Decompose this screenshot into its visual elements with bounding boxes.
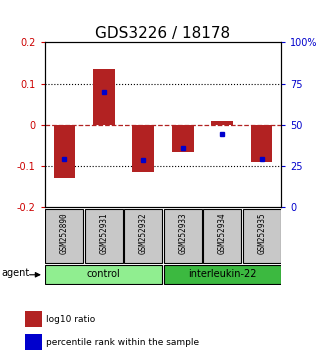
Text: GSM252890: GSM252890	[60, 213, 69, 255]
Text: GSM252933: GSM252933	[178, 213, 187, 255]
Bar	[45, 264, 162, 284]
Bar	[85, 210, 123, 263]
Text: control: control	[87, 269, 121, 279]
Bar	[164, 210, 202, 263]
Bar	[45, 210, 83, 263]
Text: agent: agent	[1, 268, 29, 278]
Bar	[172, 125, 194, 152]
Bar	[251, 125, 272, 162]
Bar	[54, 125, 75, 178]
Bar	[211, 121, 233, 125]
Bar	[25, 334, 42, 350]
Bar	[203, 210, 241, 263]
Text: log10 ratio: log10 ratio	[46, 315, 96, 324]
Bar	[132, 125, 154, 172]
Bar	[124, 210, 162, 263]
Text: GSM252934: GSM252934	[218, 213, 227, 255]
Text: GSM252931: GSM252931	[99, 213, 108, 255]
Text: GSM252932: GSM252932	[139, 213, 148, 255]
Bar	[25, 311, 42, 327]
Title: GDS3226 / 18178: GDS3226 / 18178	[95, 26, 231, 41]
Bar	[93, 69, 115, 125]
Bar	[164, 264, 281, 284]
Text: GSM252935: GSM252935	[257, 213, 266, 255]
Text: interleukin-22: interleukin-22	[188, 269, 257, 279]
Text: percentile rank within the sample: percentile rank within the sample	[46, 338, 200, 347]
Bar	[243, 210, 281, 263]
